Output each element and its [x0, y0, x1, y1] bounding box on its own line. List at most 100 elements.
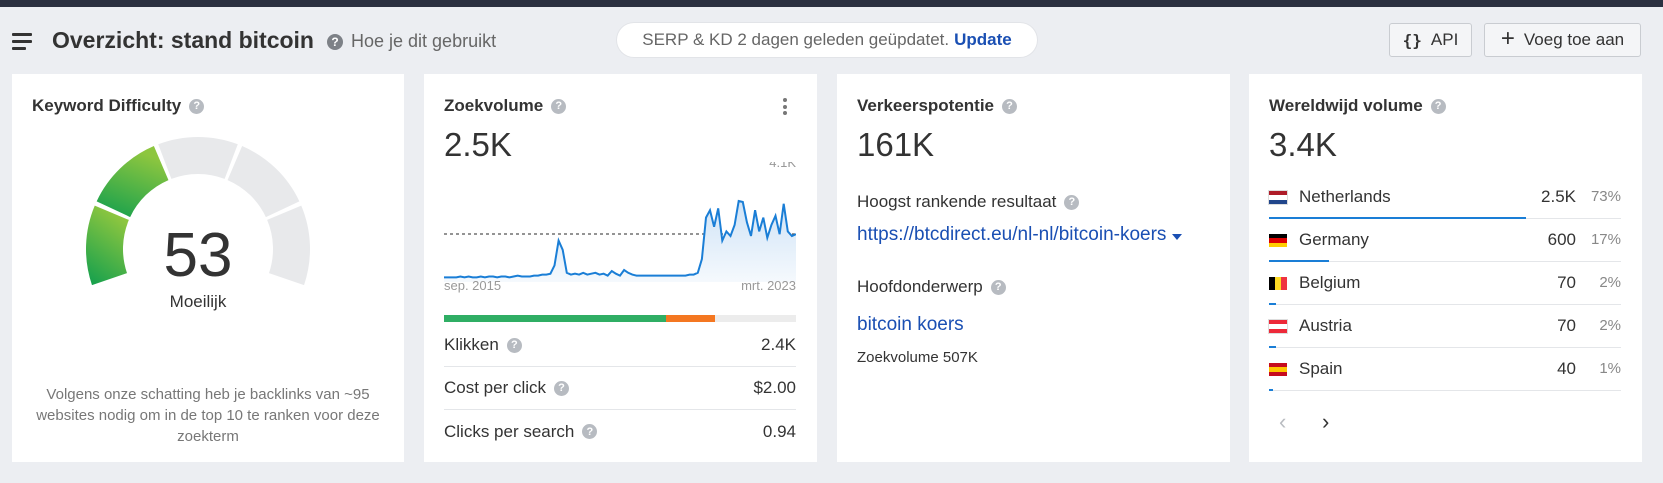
- serp-update-notice: SERP & KD 2 dagen geleden geüpdatet. Upd…: [617, 23, 1037, 57]
- country-name: Germany: [1299, 230, 1369, 249]
- gauge-seg-5: [267, 205, 310, 286]
- update-link[interactable]: Update: [954, 30, 1012, 49]
- flag-icon: [1269, 277, 1287, 290]
- cpc-row: Cost per click? $2.00: [444, 367, 796, 410]
- clicks-label: Klikken: [444, 335, 499, 354]
- country-percentage: 73%: [1590, 188, 1621, 205]
- help-icon[interactable]: ?: [506, 337, 522, 353]
- help-icon[interactable]: ?: [1064, 194, 1080, 210]
- country-share-bar: [1269, 389, 1273, 391]
- help-icon[interactable]: ?: [554, 380, 570, 396]
- flag-icon: [1269, 363, 1287, 376]
- api-button-label: API: [1430, 30, 1459, 49]
- api-button[interactable]: {} API: [1389, 23, 1472, 57]
- flag-icon: [1269, 234, 1287, 247]
- country-percentage: 2%: [1599, 317, 1621, 334]
- chart-start-label: sep. 2015: [444, 278, 501, 293]
- cpc-value: $2.00: [753, 378, 796, 397]
- help-icon[interactable]: ?: [189, 98, 205, 114]
- difficulty-rating: Moeilijk: [170, 292, 227, 311]
- country-volume: 70: [1557, 273, 1576, 292]
- global-volume-value: 3.4K: [1269, 126, 1337, 163]
- help-icon[interactable]: ?: [551, 98, 567, 114]
- country-row: Spain 40 1%: [1269, 348, 1621, 391]
- country-percentage: 2%: [1599, 274, 1621, 291]
- country-volume: 70: [1557, 316, 1576, 335]
- keyword-difficulty-card: Keyword Difficulty ? 53 Moeilijk Volgens…: [12, 74, 404, 462]
- difficulty-gauge: 53 Moeilijk: [85, 137, 310, 311]
- next-page-button[interactable]: ›: [1322, 409, 1330, 434]
- prev-page-button[interactable]: ‹: [1279, 409, 1287, 434]
- top-result-label: Hoogst rankende resultaat: [857, 192, 1057, 211]
- search-volume-title: Zoekvolume: [444, 96, 544, 115]
- page-header: Overzicht: stand bitcoin ? Hoe je dit ge…: [0, 7, 1663, 67]
- country-volume: 2.5K: [1541, 187, 1576, 206]
- country-row: Austria 70 2%: [1268, 305, 1621, 348]
- gauge-seg-4: [227, 146, 300, 218]
- gauge-seg-3: [158, 137, 238, 179]
- country-percentage: 1%: [1599, 360, 1621, 377]
- trend-line: [444, 199, 796, 279]
- backlinks-note: Volgens onze schatting heb je backlinks …: [36, 386, 380, 445]
- global-volume-title: Wereldwijd volume: [1269, 96, 1423, 115]
- help-icon[interactable]: ?: [1430, 98, 1446, 114]
- traffic-potential-title: Verkeerspotentie: [857, 96, 995, 115]
- cps-value: 0.94: [762, 421, 796, 441]
- help-icon: ?: [327, 33, 343, 50]
- parent-topic-volume: Zoekvolume 507K: [857, 349, 978, 366]
- add-to-button[interactable]: + Voeg toe aan: [1484, 23, 1641, 57]
- clicks-row: Klikken? 2.4K: [444, 324, 796, 367]
- parent-topic-label: Hoofdonderwerp: [857, 277, 983, 296]
- more-options-icon[interactable]: [783, 98, 787, 118]
- add-to-button-label: Voeg toe aan: [1523, 30, 1625, 49]
- parent-topic-heading: Hoofdonderwerp ?: [857, 277, 1006, 297]
- country-row: Belgium 70 2%: [1269, 262, 1621, 305]
- country-name: Belgium: [1299, 273, 1361, 292]
- page-title: Overzicht: stand bitcoin: [52, 27, 314, 53]
- menu-icon[interactable]: [12, 33, 32, 50]
- gauge-seg-2: [96, 146, 169, 218]
- flag-icon: [1268, 319, 1288, 334]
- volume-trend-chart: 4.1K sep. 2015 mrt. 2023: [444, 162, 796, 293]
- top-result-heading: Hoogst rankende resultaat ?: [857, 192, 1080, 212]
- country-share-bar: [1269, 260, 1329, 262]
- country-share-bar: [1269, 303, 1277, 305]
- dropdown-caret-icon[interactable]: [1172, 233, 1183, 240]
- help-icon[interactable]: ?: [582, 424, 598, 439]
- help-link[interactable]: ? Hoe je dit gebruikt: [327, 31, 496, 52]
- organic-clicks-segment: [444, 315, 666, 322]
- paid-clicks-segment: [665, 315, 716, 322]
- country-name: Netherlands: [1299, 187, 1391, 206]
- keyword-difficulty-title: Keyword Difficulty: [32, 96, 182, 115]
- clicks-value: 2.4K: [761, 335, 796, 354]
- help-link-label: Hoe je dit gebruikt: [351, 31, 497, 51]
- country-percentage: 17%: [1590, 231, 1621, 248]
- cps-row: Clicks per search? 0.94: [444, 410, 796, 453]
- flag-icon: [1268, 190, 1288, 205]
- parent-topic-link[interactable]: bitcoin koers: [857, 314, 964, 335]
- country-share-bar: [1269, 217, 1526, 219]
- serp-notice-text: SERP & KD 2 dagen geleden geüpdatet.: [642, 30, 950, 49]
- card-title: Verkeerspotentie ?: [857, 96, 1018, 116]
- country-name: Spain: [1299, 359, 1343, 378]
- traffic-potential-card: Verkeerspotentie ? 161K Hoogst rankende …: [837, 74, 1230, 462]
- chart-end-label: mrt. 2023: [741, 278, 796, 293]
- difficulty-score: 53: [164, 221, 233, 290]
- code-braces-icon: {}: [1402, 30, 1422, 50]
- country-volume: 600: [1547, 230, 1576, 249]
- traffic-potential-value: 161K: [857, 126, 935, 163]
- card-title: Zoekvolume ?: [444, 96, 567, 116]
- trend-area: [444, 201, 796, 282]
- cpc-label: Cost per click: [444, 378, 547, 397]
- chart-max-label: 4.1K: [769, 162, 796, 170]
- help-icon[interactable]: ?: [990, 279, 1006, 295]
- country-volume: 40: [1557, 359, 1576, 378]
- card-title: Wereldwijd volume ?: [1269, 96, 1446, 116]
- country-row: Netherlands 2.5K 73%: [1268, 176, 1621, 219]
- help-icon[interactable]: ?: [1002, 98, 1018, 114]
- top-result-link[interactable]: https://btcdirect.eu/nl-nl/bitcoin-koers: [857, 224, 1183, 246]
- clicks-split-bar: [444, 315, 796, 322]
- cps-label: Clicks per search: [444, 421, 575, 441]
- top-bar: [0, 0, 1663, 7]
- gauge-seg-1: [85, 205, 129, 286]
